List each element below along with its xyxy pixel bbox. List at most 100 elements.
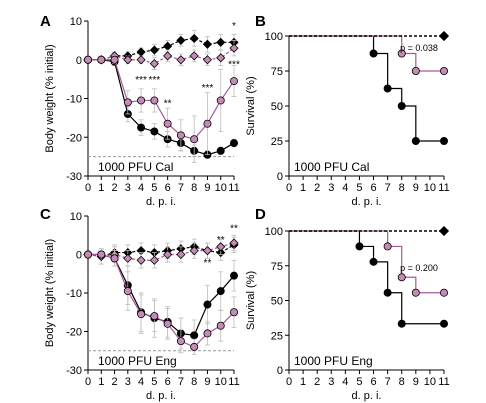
y-tick-label: 10: [70, 211, 82, 223]
x-axis-label: d. p. i.: [146, 390, 176, 402]
series-0: [84, 250, 238, 352]
y-tick-label: 50: [271, 101, 283, 113]
significance-label: ***: [149, 75, 161, 86]
data-point: [216, 53, 226, 63]
data-point: [189, 51, 199, 61]
data-point: [123, 253, 133, 263]
survival-step-line: [289, 35, 444, 142]
y-tick-label: 10: [70, 16, 82, 28]
data-point: [189, 246, 199, 256]
series-line: [88, 37, 234, 61]
x-tick-label: 10: [424, 182, 436, 194]
significance-label: **: [204, 258, 212, 269]
x-tick-label: 1: [98, 376, 104, 388]
y-tick-label: 0: [277, 365, 283, 377]
x-tick-label: 4: [138, 376, 144, 388]
survival-point: [397, 273, 406, 282]
data-point: [136, 255, 146, 265]
data-point: [203, 300, 212, 309]
x-tick-label: 6: [370, 182, 376, 194]
x-tick-label: 9: [204, 182, 210, 194]
survival-point: [411, 136, 420, 145]
series-2: [83, 236, 239, 265]
data-point: [150, 96, 159, 105]
data-point: [229, 77, 238, 86]
x-tick-label: 7: [178, 376, 184, 388]
y-tick-label: 25: [271, 136, 283, 148]
x-tick-label: 1: [98, 182, 104, 194]
y-tick-label: -10: [66, 288, 82, 300]
data-point: [149, 59, 159, 69]
x-axis-label: d. p. i.: [352, 390, 382, 402]
y-tick-label: 25: [271, 330, 283, 342]
x-tick-label: 6: [165, 376, 171, 388]
data-point: [136, 55, 146, 65]
data-point: [163, 319, 172, 328]
survival-point: [397, 49, 406, 58]
data-point: [163, 51, 173, 61]
data-point: [163, 119, 172, 128]
y-tick-label: -30: [66, 171, 82, 183]
significance-label: *: [232, 21, 236, 32]
data-point: [229, 43, 239, 53]
x-tick-label: 11: [228, 182, 239, 194]
data-point: [176, 35, 186, 45]
survival-series-2: [289, 225, 450, 237]
data-point: [123, 287, 132, 296]
survival-point: [411, 67, 420, 76]
survival-point: [383, 242, 392, 251]
data-point: [84, 55, 93, 64]
data-point: [136, 47, 146, 57]
y-tick-label: -10: [66, 94, 82, 106]
data-point: [202, 246, 213, 256]
panel-letter-a: A: [40, 13, 51, 30]
x-tick-label: 9: [413, 182, 419, 194]
panel-letter-d: D: [255, 206, 266, 223]
x-tick-label: 0: [286, 376, 292, 388]
x-tick-label: 4: [138, 182, 144, 194]
x-tick-label: 2: [314, 182, 320, 194]
significance-label: **: [230, 223, 238, 234]
x-tick-label: 9: [413, 376, 419, 388]
data-point: [229, 308, 238, 317]
data-point: [137, 123, 146, 132]
series-0: [84, 55, 238, 159]
x-tick-label: 3: [125, 376, 131, 388]
x-tick-label: 6: [165, 182, 171, 194]
panel-annotation: 1000 PFU Eng: [98, 354, 177, 368]
x-tick-label: 7: [385, 376, 391, 388]
data-point: [216, 242, 226, 252]
data-point: [229, 271, 238, 280]
x-tick-label: 0: [286, 182, 292, 194]
x-tick-label: 7: [385, 182, 391, 194]
x-tick-label: 11: [438, 182, 449, 194]
panel-annotation: 1000 PFU Cal: [294, 160, 369, 174]
series-line: [88, 59, 235, 156]
data-point: [149, 45, 159, 55]
x-tick-label: 2: [314, 376, 320, 388]
x-tick-label: 3: [328, 182, 334, 194]
y-tick-label: 100: [265, 31, 283, 43]
x-tick-label: 8: [399, 376, 405, 388]
data-point: [216, 146, 225, 155]
x-tick-label: 3: [328, 376, 334, 388]
x-tick-label: 4: [342, 182, 348, 194]
survival-step-line: [289, 230, 444, 294]
survival-point: [439, 288, 448, 297]
y-tick-label: -30: [66, 365, 82, 377]
series-3: [83, 234, 239, 269]
x-tick-label: 8: [191, 182, 197, 194]
data-point: [229, 139, 238, 148]
x-tick-label: 8: [191, 376, 197, 388]
x-tick-label: 5: [356, 182, 362, 194]
x-tick-label: 10: [424, 376, 436, 388]
data-point: [216, 287, 225, 296]
data-point: [123, 98, 132, 107]
survival-point: [439, 67, 448, 76]
data-point: [97, 250, 106, 259]
x-axis-label: d. p. i.: [352, 196, 382, 208]
significance-label: **: [164, 98, 172, 109]
panel-d: 0 1 2 3 4 5 6 7 8 9 10 11d. p. i.0255075100Survival…: [245, 225, 450, 402]
